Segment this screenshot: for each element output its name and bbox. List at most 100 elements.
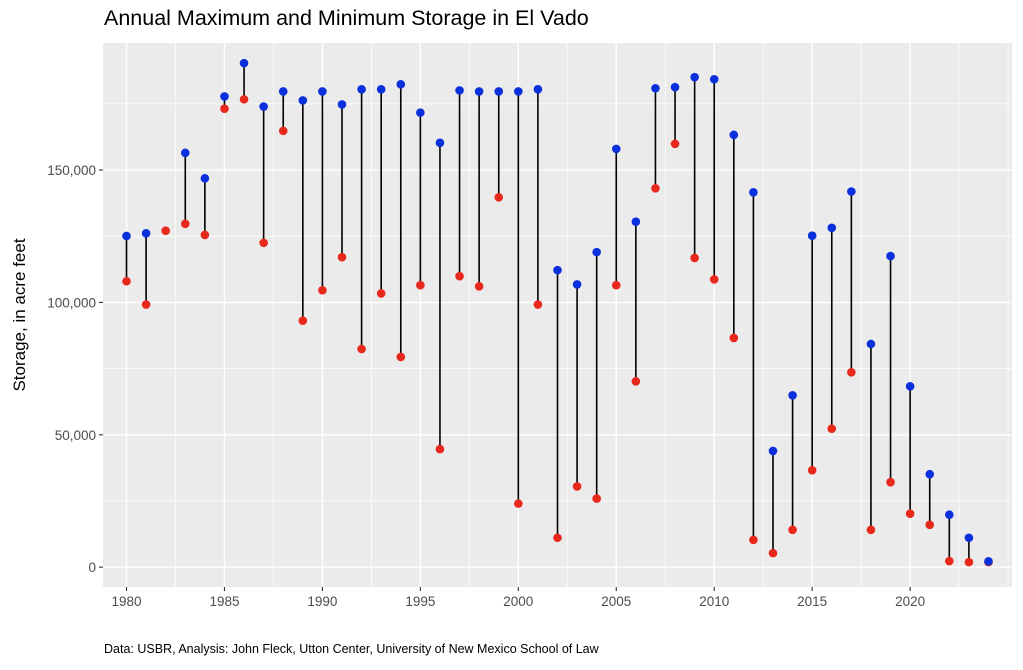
maximum-point (376, 85, 386, 94)
minimum-point (847, 368, 856, 377)
minimum-point (670, 139, 680, 149)
maximum-point (396, 79, 406, 89)
maximum-point (298, 96, 308, 105)
maximum-point (945, 510, 954, 520)
y-tick-label: 50,000 (55, 428, 96, 443)
maximum-point (553, 265, 562, 275)
minimum-point (611, 280, 621, 290)
minimum-point (827, 424, 837, 433)
maximum-point (220, 92, 229, 101)
maximum-point (651, 83, 660, 93)
minimum-point (337, 252, 347, 262)
minimum-point (749, 535, 758, 545)
minimum-point (690, 253, 699, 263)
maximum-point (768, 446, 778, 456)
x-tick-label: 1985 (209, 594, 239, 609)
maximum-point (905, 382, 915, 391)
minimum-point (807, 465, 817, 475)
range-segments (125, 63, 990, 563)
maximum-point (514, 87, 523, 96)
maximum-point (984, 557, 993, 566)
minimum-point (200, 230, 210, 240)
maximum-point (122, 231, 131, 241)
y-axis: 0 50,000 100,000 150,000 (47, 163, 103, 575)
minimum-point (553, 533, 562, 543)
minimum-point (768, 548, 778, 558)
minimum-point (514, 499, 523, 508)
maximum-points (122, 58, 993, 566)
minimum-point (945, 556, 954, 566)
x-tick-label: 2010 (699, 594, 729, 609)
maximum-point (709, 74, 719, 84)
minimum-point (964, 557, 974, 567)
maximum-point (357, 85, 366, 94)
maximum-point (690, 72, 699, 82)
minimum-point (220, 104, 229, 113)
maximum-point (141, 229, 151, 238)
minimum-point (631, 377, 641, 386)
minimum-point (357, 344, 366, 354)
minimum-point (239, 95, 249, 104)
y-tick-label: 0 (88, 560, 96, 575)
x-axis: 1980 1985 1990 1995 2000 2005 2010 2015 2020 (111, 587, 925, 609)
minimum-point (592, 494, 601, 503)
y-tick-label: 100,000 (47, 295, 96, 310)
x-tick-label: 2000 (503, 594, 533, 609)
minimum-point (925, 520, 935, 530)
minimum-point (455, 271, 464, 281)
maximum-point (807, 231, 817, 241)
maximum-point (200, 173, 210, 183)
maximum-point (533, 85, 543, 94)
x-tick-label: 1995 (405, 594, 435, 609)
maximum-point (611, 144, 621, 154)
x-tick-label: 1990 (307, 594, 337, 609)
minimum-point (651, 184, 660, 193)
minimum-point (788, 525, 797, 535)
maximum-point (318, 87, 327, 96)
minimum-point (494, 193, 504, 202)
maximum-point (964, 533, 974, 543)
maximum-point (729, 130, 739, 140)
x-tick-label: 2020 (895, 594, 925, 609)
minimum-point (278, 126, 288, 136)
minimum-point (396, 352, 406, 362)
minimum-point (376, 289, 386, 298)
maximum-point (827, 223, 837, 233)
y-tick-label: 150,000 (47, 163, 96, 178)
minimum-point (866, 525, 876, 535)
minimum-point (435, 444, 445, 454)
minimum-point (729, 333, 739, 343)
maximum-point (180, 148, 190, 158)
minimum-point (161, 226, 170, 235)
maximum-point (788, 391, 797, 400)
chart-caption: Data: USBR, Analysis: John Fleck, Utton … (104, 642, 599, 656)
maximum-point (416, 108, 425, 117)
maximum-point (886, 251, 895, 261)
maximum-point (161, 226, 170, 235)
minimum-point (886, 477, 895, 487)
maximum-point (572, 280, 582, 289)
maximum-point (925, 469, 935, 479)
x-tick-label: 1980 (111, 594, 141, 609)
minimum-point (709, 275, 719, 284)
maximum-point (337, 100, 347, 109)
minimum-point (141, 300, 151, 309)
minimum-point (533, 300, 543, 309)
maximum-point (592, 247, 601, 257)
maximum-point (239, 58, 249, 68)
minimum-point (572, 482, 582, 491)
maximum-point (474, 87, 484, 96)
maximum-point (631, 217, 641, 226)
x-tick-label: 2005 (601, 594, 631, 609)
x-tick-label: 2015 (797, 594, 827, 609)
maximum-point (455, 86, 464, 95)
minimum-points (122, 95, 993, 567)
minimum-point (180, 219, 190, 229)
minimum-point (122, 276, 131, 286)
maximum-point (435, 138, 445, 148)
maximum-point (259, 102, 268, 111)
minimum-point (259, 238, 268, 248)
minimum-point (905, 509, 915, 518)
minimum-point (474, 281, 484, 291)
